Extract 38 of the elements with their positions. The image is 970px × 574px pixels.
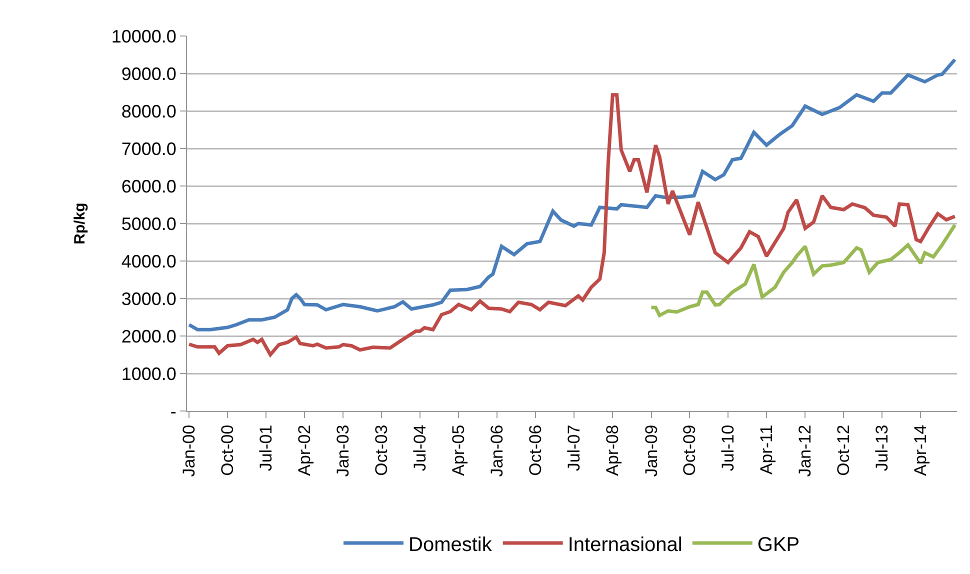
y-axis-title: Rp/kg	[72, 202, 89, 244]
x-tick-label: Jan-00	[180, 424, 199, 477]
y-tick-label: 7000.0	[121, 138, 176, 159]
line-series	[187, 58, 957, 332]
x-tick-label: Apr-14	[911, 424, 930, 476]
y-tick-label: 2000.0	[121, 326, 176, 346]
x-tick-label: Jan-03	[334, 424, 353, 477]
x-tick-label: Oct-12	[834, 424, 854, 476]
y-tick-label: 5000.0	[121, 214, 176, 234]
y-tick-label: 4000.0	[121, 251, 176, 272]
line-series	[187, 93, 957, 356]
x-tick-label: Apr-11	[757, 424, 776, 475]
x-tick-label: Oct-09	[680, 424, 700, 476]
x-tick-label: Apr-08	[603, 424, 622, 476]
x-tick-label: Oct-06	[526, 424, 546, 476]
x-tick-label: Oct-00	[218, 424, 238, 476]
legend-label: Internasional	[568, 534, 682, 556]
y-tick-label: 3000.0	[121, 288, 176, 309]
x-tick-label: Jul-10	[718, 424, 738, 472]
y-tick-label: -	[170, 401, 176, 422]
legend-label: Domestik	[408, 534, 493, 556]
x-tick-label: Apr-05	[449, 424, 468, 476]
y-tick-label: 1000.0	[121, 364, 176, 384]
x-tick-label: Oct-03	[372, 424, 392, 476]
y-tick-label: 8000.0	[121, 101, 176, 122]
x-tick-label: Apr-02	[295, 424, 314, 476]
x-tick-label: Jul-01	[256, 424, 276, 472]
x-tick-label: Jan-06	[488, 424, 507, 477]
line-series	[650, 223, 957, 318]
y-tick-label: 10000.0	[111, 26, 176, 46]
x-tick-label: Jul-07	[564, 424, 584, 472]
legend-label: GKP	[757, 534, 800, 556]
x-tick-label: Jan-09	[642, 424, 661, 477]
x-tick-label: Jul-13	[872, 424, 892, 472]
x-tick-label: Jan-12	[796, 424, 815, 477]
y-tick-label: 6000.0	[121, 176, 176, 196]
x-tick-label: Jul-04	[410, 424, 430, 472]
y-tick-label: 9000.0	[121, 64, 176, 84]
